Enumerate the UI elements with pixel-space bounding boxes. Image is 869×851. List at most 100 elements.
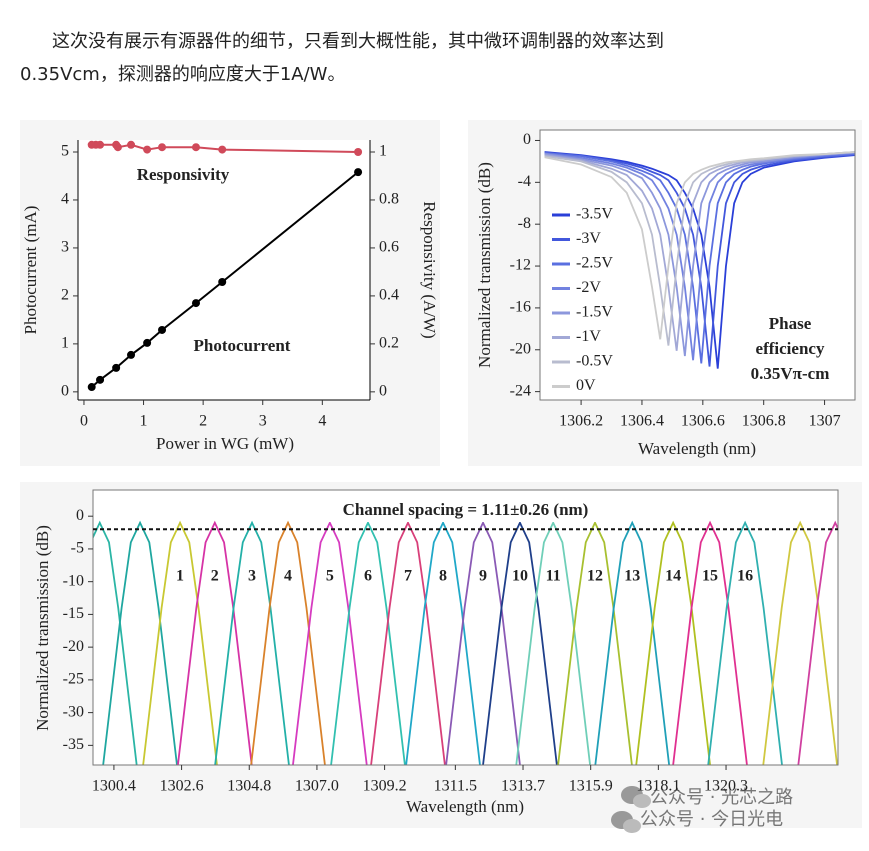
watermark-icon [611, 786, 651, 833]
chart: 0 1 2 3 4 0 1 2 3 4 5 0 0.2 0.4 0.6 0.8 1 Power in WG (mW… [21, 140, 439, 453]
legend-label: -2.5V [576, 255, 613, 272]
series-line [482, 520, 558, 765]
annotation: Phase [769, 314, 812, 333]
marker [112, 363, 121, 372]
y-axis-label: Photocurrent (mA) [21, 206, 40, 335]
series-line [544, 152, 855, 361]
series-line [594, 520, 671, 765]
y-tick-label: -30 [63, 703, 84, 720]
x-tick-label: 1320.3 [704, 778, 748, 795]
legend-label: 0V [576, 377, 596, 394]
x-tick-label: 1306.6 [681, 413, 725, 430]
paragraph-line: 这次没有展示有源器件的细节，只看到大概性能，其中微环调制器的效率达到 [52, 31, 664, 52]
y-tick-label: 4 [61, 191, 69, 208]
y2-tick-label: 0 [379, 383, 387, 400]
channel-label: 10 [512, 568, 528, 585]
series-line [544, 151, 855, 340]
y-tick-label: -12 [510, 257, 531, 274]
series-line [93, 520, 138, 765]
y-tick-label: -20 [63, 638, 84, 655]
x-tick-label: 1304.8 [227, 778, 271, 795]
y-tick-label: 3 [61, 239, 69, 256]
plot [93, 520, 838, 765]
chart: 1306.2 1306.4 1306.6 1306.8 1307 0 -4 -8 -12 -16 -… [475, 129, 856, 458]
marker [158, 325, 167, 334]
channel-label: 7 [404, 568, 412, 585]
marker [158, 143, 167, 152]
marker [127, 140, 136, 149]
x-tick-label: 1311.5 [434, 778, 477, 795]
y-tick-label: -16 [510, 299, 531, 316]
y-tick-label: -20 [510, 340, 531, 357]
marker [354, 147, 363, 156]
y-tick-label: 0 [76, 507, 84, 524]
plot-frame [92, 489, 839, 766]
x-tick-label: 1 [140, 413, 148, 430]
marker [143, 145, 152, 154]
x-axis-label: Wavelength (nm) [406, 797, 524, 816]
marker [218, 277, 227, 286]
y-tick-label: -10 [63, 572, 84, 589]
x-tick-label: 2 [199, 413, 207, 430]
marker [143, 338, 152, 347]
x-tick-label: 1302.6 [160, 778, 204, 795]
series-line [102, 520, 178, 765]
watermark: 公众号 · 光芯之路 [650, 787, 793, 808]
y2-axis-label: Responsivity (A/W) [420, 201, 439, 338]
channel-label: 9 [479, 568, 487, 585]
channel-label: 16 [737, 568, 753, 585]
series-line [250, 520, 326, 765]
y-tick-label: -5 [71, 540, 84, 557]
channel-label: 1 [176, 568, 184, 585]
annotation: 0.35Vπ-cm [751, 364, 830, 383]
channel-label: 2 [211, 568, 219, 585]
y-axis-label: Normalized transmission (dB) [33, 525, 52, 731]
channel-label: 3 [248, 568, 256, 585]
x-tick-label: 1306.2 [559, 413, 603, 430]
x-tick-label: 1307.0 [295, 778, 339, 795]
series-line [177, 520, 253, 765]
marker [113, 143, 122, 152]
watermark: 公众号 · 今日光电 [640, 809, 783, 830]
x-tick-label: 0 [80, 413, 88, 430]
channel-label: 8 [439, 568, 447, 585]
y-tick-label: -35 [63, 736, 84, 753]
x-tick-label: 3 [259, 413, 267, 430]
series-label: Photocurrent [194, 336, 291, 355]
legend-label: -3.5V [576, 206, 613, 223]
y-tick-label: -24 [510, 382, 531, 399]
x-axis-label: Power in WG (mW) [156, 434, 294, 453]
marker [191, 143, 200, 152]
x-tick-label: 4 [318, 413, 326, 430]
marker [96, 375, 105, 384]
x-tick-label: 1300.4 [92, 778, 136, 795]
series-label: Responsivity [137, 165, 230, 184]
y-tick-label: 0 [523, 131, 531, 148]
x-tick-label: 1307 [809, 413, 841, 430]
series-line [292, 520, 368, 765]
plot-area [93, 490, 838, 765]
marker [191, 299, 200, 308]
y-tick-label: -25 [63, 671, 84, 688]
series-line [445, 520, 521, 765]
plot-area [78, 140, 370, 400]
y-tick-label: -8 [518, 215, 531, 232]
x-tick-label: 1315.9 [569, 778, 613, 795]
marker [96, 140, 105, 149]
annotation: efficiency [756, 339, 825, 358]
series-line [557, 520, 633, 765]
series-line [635, 520, 711, 765]
marker [87, 383, 96, 392]
y-tick-label: -4 [518, 173, 531, 190]
legend-label: -2V [576, 279, 601, 296]
legend-label: -0.5V [576, 353, 613, 370]
channel-label: 12 [587, 568, 603, 585]
series-line [544, 152, 855, 364]
series-line [544, 151, 855, 346]
x-tick-label: 1306.4 [620, 413, 664, 430]
plot-frame [539, 129, 856, 401]
legend-label: -1V [576, 328, 601, 345]
channel-label: 4 [284, 568, 292, 585]
